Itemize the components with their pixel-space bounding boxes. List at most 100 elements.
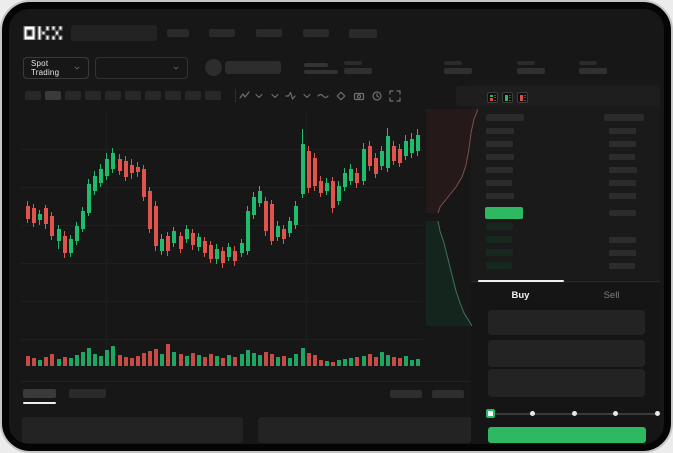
candle-body xyxy=(337,186,341,201)
order-input-skeleton[interactable] xyxy=(488,369,645,397)
ask-row-price-skeleton[interactable] xyxy=(486,141,513,147)
ask-row-amount-skeleton[interactable] xyxy=(609,128,636,134)
book-asks-icon[interactable] xyxy=(517,92,528,103)
last-price-indicator[interactable] xyxy=(485,207,523,219)
history-icon[interactable] xyxy=(371,90,383,102)
candle-style-icon[interactable] xyxy=(239,90,251,102)
nav-item-skeleton[interactable] xyxy=(256,29,282,37)
volume-bar xyxy=(374,357,378,366)
fullscreen-icon[interactable] xyxy=(389,90,401,102)
chevron-down-icon xyxy=(73,64,81,72)
timeframe-button-skeleton[interactable] xyxy=(65,91,81,100)
timeframe-button-skeleton[interactable] xyxy=(105,91,121,100)
market-type-selector[interactable]: Spot Trading xyxy=(23,57,89,79)
ask-row-price-skeleton[interactable] xyxy=(486,180,512,186)
chevron-down-icon[interactable] xyxy=(253,90,265,102)
chevron-down-icon[interactable] xyxy=(269,90,281,102)
ask-row-price-skeleton[interactable] xyxy=(486,167,513,173)
ticker-stat-value-skeleton xyxy=(444,68,472,74)
ask-row-amount-skeleton[interactable] xyxy=(609,167,637,173)
timeframe-button-skeleton[interactable] xyxy=(45,91,61,100)
candle-body xyxy=(124,161,128,177)
ask-row-price-skeleton[interactable] xyxy=(486,154,514,160)
ask-row-amount-skeleton[interactable] xyxy=(609,154,635,160)
ask-row-amount-skeleton[interactable] xyxy=(609,180,636,186)
volume-bar xyxy=(209,354,213,366)
candle-body xyxy=(197,237,201,247)
timeframe-button-skeleton[interactable] xyxy=(185,91,201,100)
camera-icon[interactable] xyxy=(353,90,365,102)
ask-row-price-skeleton[interactable] xyxy=(486,128,514,134)
timeframe-button-skeleton[interactable] xyxy=(25,91,41,100)
candle-body xyxy=(246,211,250,251)
bid-row-price-skeleton[interactable] xyxy=(486,262,512,269)
buy-submit-button[interactable] xyxy=(488,427,646,443)
chart-gridline-h xyxy=(21,225,423,226)
candle-body xyxy=(185,229,189,239)
volume-bar xyxy=(75,355,79,366)
slider-stop-dot[interactable] xyxy=(530,411,535,416)
nav-item-skeleton[interactable] xyxy=(209,29,235,37)
bottom-active-tab-underline xyxy=(23,402,56,404)
line-tool-icon[interactable] xyxy=(317,90,329,102)
bid-row-price-skeleton[interactable] xyxy=(486,249,513,256)
timeframe-button-skeleton[interactable] xyxy=(165,91,181,100)
book-bids-icon[interactable] xyxy=(502,92,513,103)
nav-search-skeleton[interactable] xyxy=(71,25,157,41)
balance-skeleton-line1 xyxy=(304,63,328,67)
volume-bar xyxy=(203,357,207,366)
volume-bar xyxy=(148,351,152,366)
timeframe-button-skeleton[interactable] xyxy=(85,91,101,100)
pair-selector[interactable] xyxy=(95,57,188,79)
volume-bar xyxy=(380,352,384,366)
order-input-skeleton[interactable] xyxy=(488,340,645,367)
candle-body xyxy=(392,146,396,161)
okx-logo[interactable] xyxy=(23,26,63,40)
volume-bar xyxy=(142,353,146,366)
nav-item-skeleton[interactable] xyxy=(349,29,377,38)
indicator-icon[interactable] xyxy=(285,90,297,102)
slider-stop-dot[interactable] xyxy=(655,411,660,416)
draw-tool-icon[interactable] xyxy=(335,90,347,102)
toolbar-divider xyxy=(235,89,236,102)
bottom-action-2-skeleton[interactable] xyxy=(432,390,464,398)
candle-body xyxy=(99,169,103,183)
order-form-tabs-divider xyxy=(471,281,660,282)
bid-row-price-skeleton[interactable] xyxy=(486,223,513,230)
candle-body xyxy=(69,239,73,253)
candle-body xyxy=(343,173,347,187)
slider-stop-dot[interactable] xyxy=(572,411,577,416)
volume-bar xyxy=(313,355,317,366)
bottom-tab-2-skeleton[interactable] xyxy=(69,389,106,398)
slider-stop-dot[interactable] xyxy=(613,411,618,416)
candle-body xyxy=(416,135,420,151)
bid-row-amount-skeleton[interactable] xyxy=(609,250,636,256)
chevron-down-icon[interactable] xyxy=(301,90,313,102)
volume-bar xyxy=(270,354,274,366)
ask-row-amount-skeleton[interactable] xyxy=(609,193,636,199)
bid-row-price-skeleton[interactable] xyxy=(486,236,512,243)
tab-buy[interactable]: Buy xyxy=(511,290,530,301)
tab-sell[interactable]: Sell xyxy=(603,290,620,301)
candle-body xyxy=(63,236,67,253)
nav-item-skeleton[interactable] xyxy=(167,29,189,37)
chart-gridline-v xyxy=(306,109,307,367)
volume-bar xyxy=(294,354,298,366)
timeframe-button-skeleton[interactable] xyxy=(125,91,141,100)
bid-row-amount-skeleton[interactable] xyxy=(609,237,636,243)
ask-row-amount-skeleton[interactable] xyxy=(609,141,636,147)
candle-body xyxy=(398,149,402,163)
bid-row-amount-skeleton[interactable] xyxy=(609,263,635,269)
order-input-skeleton[interactable] xyxy=(488,310,645,335)
volume-bar xyxy=(130,358,134,366)
bottom-action-1-skeleton[interactable] xyxy=(390,390,422,398)
slider-handle[interactable] xyxy=(486,409,495,418)
nav-item-skeleton[interactable] xyxy=(303,29,329,37)
timeframe-button-skeleton[interactable] xyxy=(205,91,221,100)
timeframe-button-skeleton[interactable] xyxy=(145,91,161,100)
ask-row-price-skeleton[interactable] xyxy=(486,193,514,199)
bottom-tab-1-skeleton[interactable] xyxy=(23,389,56,398)
candle-body xyxy=(270,204,274,241)
candle-body xyxy=(191,233,195,245)
book-combined-icon[interactable] xyxy=(487,92,498,103)
